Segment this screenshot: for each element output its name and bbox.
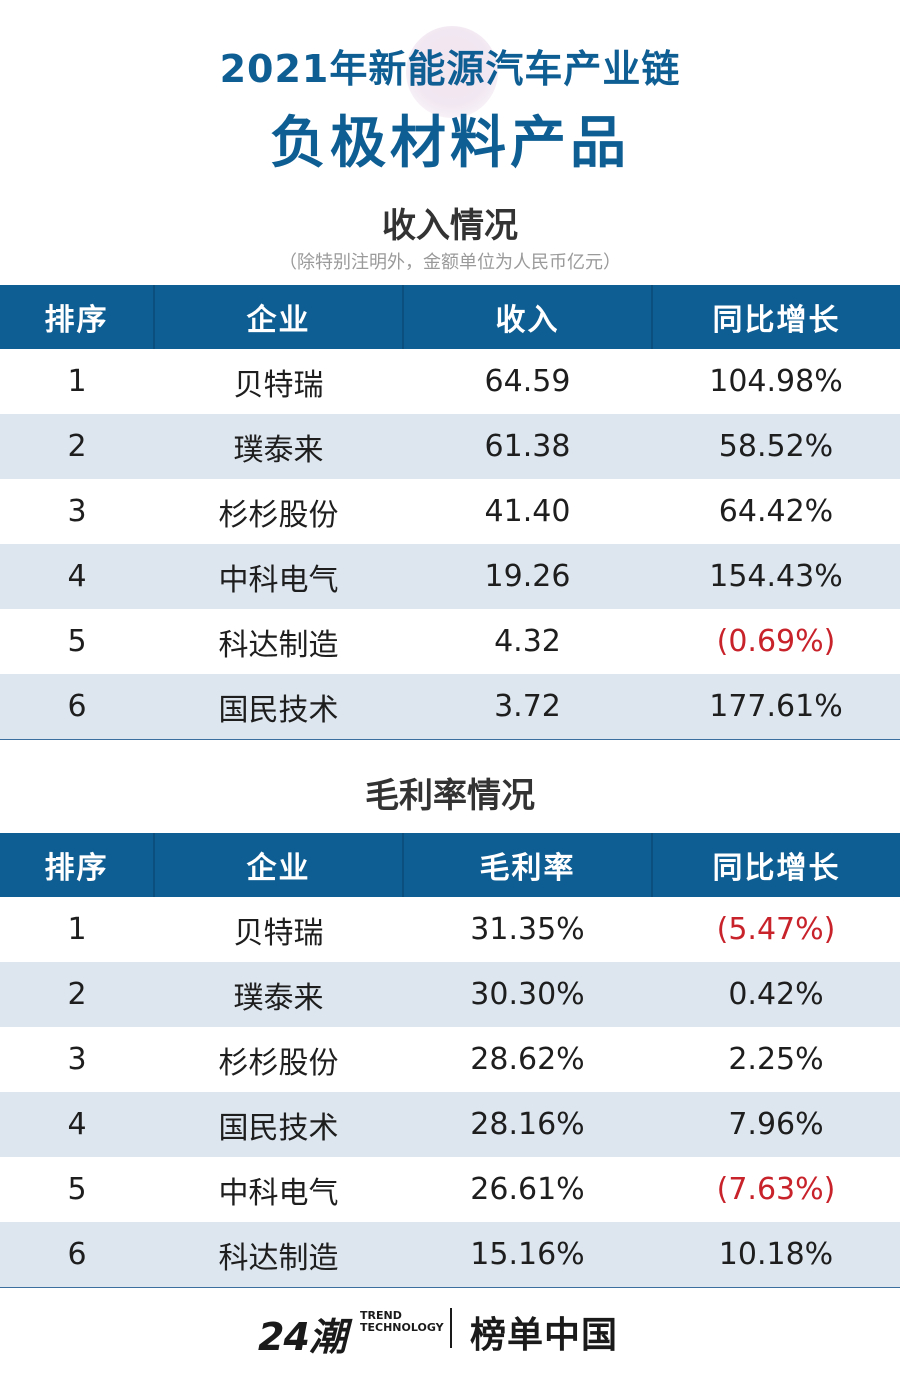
table-row: 2 璞泰来 61.38 58.52% <box>0 414 900 479</box>
company-cell: 璞泰来 <box>154 962 403 1027</box>
value-cell: 30.30% <box>403 962 652 1027</box>
growth-cell: 58.52% <box>652 414 900 479</box>
company-cell: 杉杉股份 <box>154 479 403 544</box>
company-cell: 杉杉股份 <box>154 1027 403 1092</box>
rank-cell: 1 <box>0 349 154 414</box>
value-cell: 31.35% <box>403 897 652 962</box>
growth-cell: 2.25% <box>652 1027 900 1092</box>
column-header-growth: 同比增长 <box>651 833 900 897</box>
table-row: 3 杉杉股份 28.62% 2.25% <box>0 1027 900 1092</box>
growth-cell: 177.61% <box>652 674 900 740</box>
growth-cell: 7.96% <box>652 1092 900 1157</box>
column-header-revenue: 收入 <box>402 285 652 349</box>
table-row: 5 中科电气 26.61% (7.63%) <box>0 1157 900 1222</box>
rank-cell: 6 <box>0 1222 154 1288</box>
rank-cell: 4 <box>0 544 154 609</box>
company-cell: 科达制造 <box>154 609 403 674</box>
margin-table: 排序 企业 毛利率 同比增长 1 贝特瑞 31.35% (5.47%) 2 璞泰来 30.3… <box>0 833 900 1288</box>
footer-divider <box>450 1308 452 1348</box>
rank-cell: 6 <box>0 674 154 740</box>
table-row: 3 杉杉股份 41.40 64.42% <box>0 479 900 544</box>
value-cell: 19.26 <box>403 544 652 609</box>
logo-24chao: 24潮 <box>258 1315 347 1359</box>
watermark-emblem <box>406 26 498 118</box>
growth-cell: 64.42% <box>652 479 900 544</box>
revenue-table-header: 排序 企业 收入 同比增长 <box>0 285 900 349</box>
currency-note: （除特别注明外，金额单位为人民币亿元） <box>279 252 621 273</box>
rank-cell: 1 <box>0 897 154 962</box>
company-cell: 璞泰来 <box>154 414 403 479</box>
value-cell: 15.16% <box>403 1222 652 1288</box>
column-header-company: 企业 <box>153 833 403 897</box>
footer: 24潮 TREND TECHNOLOGY 榜单中国 <box>0 1300 900 1360</box>
growth-cell: 104.98% <box>652 349 900 414</box>
rank-cell: 2 <box>0 414 154 479</box>
company-cell: 贝特瑞 <box>154 349 403 414</box>
rank-cell: 2 <box>0 962 154 1027</box>
value-cell: 4.32 <box>403 609 652 674</box>
value-cell: 64.59 <box>403 349 652 414</box>
growth-cell: (7.63%) <box>652 1157 900 1222</box>
growth-cell: (0.69%) <box>652 609 900 674</box>
column-header-rank: 排序 <box>0 285 154 349</box>
value-cell: 26.61% <box>403 1157 652 1222</box>
table-row: 2 璞泰来 30.30% 0.42% <box>0 962 900 1027</box>
page-header: 2021年新能源汽车产业链 负极材料产品 <box>0 0 900 180</box>
trend-label: TREND <box>360 1309 402 1322</box>
margin-section-title: 毛利率情况 <box>365 776 535 816</box>
company-cell: 中科电气 <box>154 1157 403 1222</box>
value-cell: 28.16% <box>403 1092 652 1157</box>
technology-label: TECHNOLOGY <box>360 1321 444 1334</box>
rank-cell: 3 <box>0 1027 154 1092</box>
column-header-rank: 排序 <box>0 833 154 897</box>
company-cell: 科达制造 <box>154 1222 403 1288</box>
table-row: 1 贝特瑞 64.59 104.98% <box>0 349 900 414</box>
page-title-line1: 2021年新能源汽车产业链 <box>219 47 681 91</box>
company-cell: 国民技术 <box>154 1092 403 1157</box>
value-cell: 3.72 <box>403 674 652 740</box>
value-cell: 28.62% <box>403 1027 652 1092</box>
rank-cell: 5 <box>0 1157 154 1222</box>
table-row: 6 科达制造 15.16% 10.18% <box>0 1222 900 1288</box>
column-header-growth: 同比增长 <box>651 285 900 349</box>
table-row: 4 中科电气 19.26 154.43% <box>0 544 900 609</box>
company-cell: 中科电气 <box>154 544 403 609</box>
table-row: 6 国民技术 3.72 177.61% <box>0 674 900 740</box>
column-header-margin: 毛利率 <box>402 833 652 897</box>
column-header-company: 企业 <box>153 285 403 349</box>
table-row: 5 科达制造 4.32 (0.69%) <box>0 609 900 674</box>
company-cell: 贝特瑞 <box>154 897 403 962</box>
revenue-table: 排序 企业 收入 同比增长 1 贝特瑞 64.59 104.98% 2 璞泰来 61.38 5… <box>0 285 900 740</box>
growth-cell: 10.18% <box>652 1222 900 1288</box>
growth-cell: 154.43% <box>652 544 900 609</box>
value-cell: 41.40 <box>403 479 652 544</box>
rank-cell: 3 <box>0 479 154 544</box>
growth-cell: (5.47%) <box>652 897 900 962</box>
revenue-section-title: 收入情况 <box>382 206 518 246</box>
brand-logo: 榜单中国 <box>470 1315 619 1356</box>
value-cell: 61.38 <box>403 414 652 479</box>
margin-table-header: 排序 企业 毛利率 同比增长 <box>0 833 900 897</box>
rank-cell: 4 <box>0 1092 154 1157</box>
rank-cell: 5 <box>0 609 154 674</box>
table-row: 1 贝特瑞 31.35% (5.47%) <box>0 897 900 962</box>
growth-cell: 0.42% <box>652 962 900 1027</box>
company-cell: 国民技术 <box>154 674 403 740</box>
table-row: 4 国民技术 28.16% 7.96% <box>0 1092 900 1157</box>
page-title-line2: 负极材料产品 <box>270 111 630 176</box>
trend-technology-label: TREND TECHNOLOGY <box>360 1310 444 1334</box>
